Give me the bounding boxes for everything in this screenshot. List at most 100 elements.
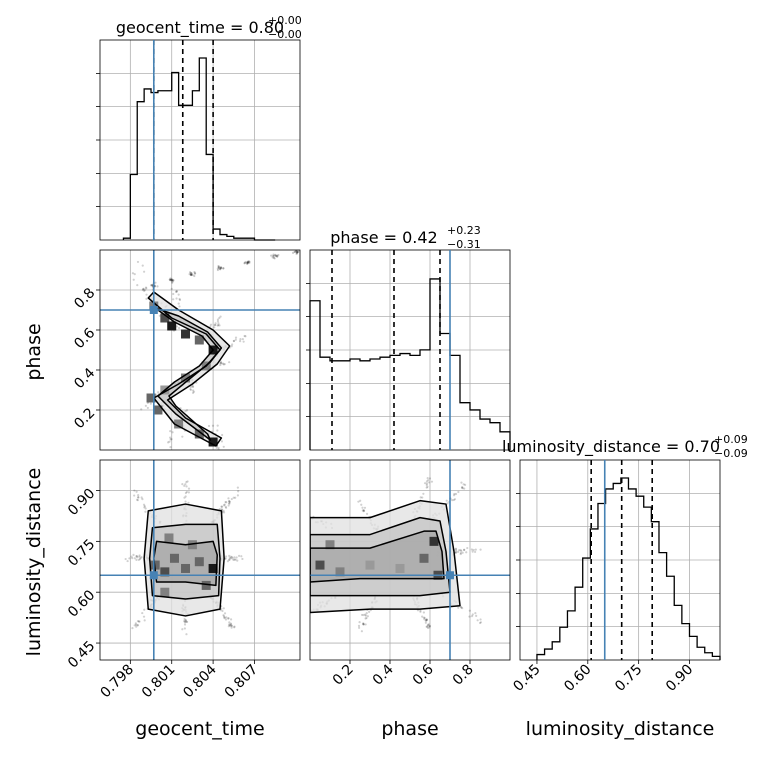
panel-geocent-time-vs-phase-density-cell	[174, 419, 184, 429]
panel-phase-vs-luminosity-distance-sample-point	[303, 614, 305, 616]
panel-geocent-time-vs-phase-sample-point	[170, 279, 173, 282]
panel-phase-vs-luminosity-distance-sample-point	[462, 483, 465, 486]
panel-phase-vs-luminosity-distance-sample-point	[451, 499, 454, 502]
panel-phase-vs-luminosity-distance-sample-point	[421, 496, 424, 499]
panel-phase-vs-luminosity-distance-sample-point	[426, 623, 430, 626]
panel-geocent-time-vs-phase-sample-point	[275, 254, 278, 257]
panel-phase-vs-luminosity-distance-sample-point	[425, 618, 428, 621]
panel-phase-vs-luminosity-distance-sample-point	[453, 492, 456, 496]
panel-geocent-time-vs-luminosity-distance-sample-point	[143, 619, 146, 622]
panel-geocent-time-vs-luminosity-distance-sample-point	[232, 558, 235, 561]
panel-geocent-time-vs-luminosity-distance-sample-point	[184, 491, 187, 495]
panel-geocent-time-vs-luminosity-distance-sample-point	[135, 555, 139, 558]
panel-geocent-time-vs-phase-sample-point	[175, 297, 178, 300]
panel-geocent-time-vs-phase-sample-point	[172, 279, 175, 282]
panel-phase-vs-luminosity-distance-sample-point	[425, 625, 428, 628]
panel-phase-vs-luminosity-distance-sample-point	[428, 481, 431, 484]
panel-geocent-time-vs-luminosity-distance-frame	[99, 459, 301, 661]
panel-geocent-time-vs-phase-sample-point	[217, 264, 220, 268]
panel-phase-vs-luminosity-distance-sample-point	[471, 550, 474, 553]
panel-geocent-time-vs-phase-sample-point	[214, 322, 217, 325]
panel-phase-vs-luminosity-distance-sample-point	[428, 624, 432, 628]
panel-geocent-time-vs-luminosity-distance-sample-point	[136, 624, 139, 627]
panel-geocent-time-vs-phase-sample-point	[232, 339, 235, 343]
panel-geocent-time-vs-luminosity-distance-sample-point	[137, 558, 140, 562]
panel-geocent-time-vs-luminosity-distance-sample-point	[229, 623, 233, 626]
panel-phase-vs-luminosity-distance-sample-point	[304, 512, 306, 514]
panel-geocent-time-vs-phase-contour-line-1	[154, 307, 223, 441]
panel-phase-vs-luminosity-distance-sample-point	[423, 618, 426, 621]
panel-geocent-time-vs-luminosity-distance-sample-point	[228, 502, 231, 505]
panel-phase-vs-luminosity-distance-density-cell	[335, 567, 345, 577]
panel-phase-vs-luminosity-distance-contour-line-1	[310, 516, 451, 597]
panel-geocent-time-vs-phase-sample-point	[244, 335, 247, 338]
panel-phase-vs-luminosity-distance-sample-point	[472, 548, 475, 552]
panel-geocent-time-vs-luminosity-distance-sample-point	[144, 510, 147, 513]
panel-phase-vs-luminosity-distance-sample-point	[453, 498, 457, 501]
hist-luminosity-distance-steps	[536, 477, 721, 660]
panel-phase-vs-luminosity-distance-sample-point	[476, 619, 479, 622]
panel-geocent-time-vs-phase-frame	[99, 249, 301, 451]
panel-geocent-time-vs-phase-sample-point	[194, 272, 197, 275]
panel-phase-vs-luminosity-distance-sample-point	[455, 549, 458, 552]
panel-phase-vs-luminosity-distance-truth-marker	[446, 571, 454, 580]
panel-geocent-time-vs-luminosity-distance-truth-marker	[149, 571, 158, 580]
panel-geocent-time-vs-phase-sample-point	[193, 270, 196, 274]
panel-phase-vs-luminosity-distance-sample-point	[470, 614, 474, 618]
panel-phase-vs-luminosity-distance-sample-point	[461, 486, 464, 489]
panel-phase-vs-luminosity-distance-sample-point	[282, 627, 284, 629]
panel-geocent-time-vs-phase-sample-point	[247, 260, 251, 263]
panel-phase-vs-luminosity-distance-sample-point	[456, 550, 460, 554]
panel-geocent-time-vs-phase-sample-point	[220, 440, 224, 443]
panel-geocent-time-vs-phase-sample-point	[170, 278, 173, 281]
panel-phase-vs-luminosity-distance-sample-point	[464, 483, 467, 486]
panel-geocent-time-vs-phase-sample-point	[231, 461, 233, 463]
panel-geocent-time-vs-phase-sample-point	[219, 266, 222, 269]
panel-phase-vs-luminosity-distance-sample-point	[421, 615, 424, 618]
panel-geocent-time-vs-phase-sample-point	[277, 253, 280, 257]
panel-geocent-time-vs-phase-sample-point	[242, 340, 245, 343]
panel-geocent-time-vs-phase-sample-point	[171, 281, 174, 284]
xtick-label-luminosity-distance: 0.45	[510, 662, 543, 695]
panel-geocent-time-vs-phase-sample-point	[145, 287, 148, 290]
panel-phase-vs-luminosity-distance-sample-point	[426, 625, 429, 628]
panel-phase-vs-luminosity-distance-sample-point	[458, 549, 461, 552]
panel-geocent-time-vs-luminosity-distance-sample-point	[133, 557, 137, 560]
panel-geocent-time-vs-phase-density-cell	[181, 329, 191, 339]
panel-geocent-time-vs-phase-sample-point	[211, 424, 215, 427]
panel-geocent-time-vs-luminosity-distance-sample-point	[132, 553, 135, 556]
panel-geocent-time-vs-phase-sample-point	[191, 385, 195, 388]
panel-geocent-time-vs-phase-sample-point	[246, 261, 249, 264]
title-luminosity-distance-plus: +0.09	[714, 433, 748, 446]
panel-geocent-time-vs-phase-sample-point	[190, 273, 193, 276]
ytick-label-luminosity-distance: 0.90	[65, 486, 98, 519]
panel-geocent-time-vs-phase-sample-point	[219, 361, 222, 365]
panel-geocent-time-vs-luminosity-distance-density-cell	[181, 563, 191, 573]
panel-geocent-time-vs-phase-sample-point	[181, 435, 184, 438]
panel-geocent-time-vs-phase-sample-point	[190, 272, 193, 275]
panel-geocent-time-vs-phase-sample-point	[222, 267, 225, 270]
panel-phase-vs-luminosity-distance-sample-point	[361, 506, 364, 509]
xtick-label-geocent-time: 0.801	[139, 662, 179, 702]
panel-phase-vs-luminosity-distance-sample-point	[289, 622, 291, 624]
panel-geocent-time-vs-phase-sample-point	[154, 281, 157, 284]
panel-phase-vs-luminosity-distance-sample-point	[282, 503, 284, 505]
panel-phase-vs-luminosity-distance-sample-point	[426, 626, 430, 630]
panel-geocent-time-vs-phase-sample-point	[295, 251, 298, 254]
panel-geocent-time-vs-phase-sample-point	[246, 261, 249, 265]
ytick-label-luminosity-distance: 0.60	[65, 587, 98, 620]
panel-geocent-time-vs-phase-sample-point	[273, 257, 276, 260]
title-phase-minus: −0.31	[447, 238, 481, 251]
panel-phase-vs-luminosity-distance-sample-point	[427, 479, 430, 482]
panel-geocent-time-vs-luminosity-distance-contour-line-1	[148, 523, 221, 600]
hist-phase-steps	[309, 278, 511, 450]
panel-geocent-time-vs-phase-sample-point	[207, 424, 211, 428]
panel-geocent-time-vs-phase-sample-point	[168, 278, 172, 281]
panel-geocent-time-vs-luminosity-distance-sample-point	[223, 616, 226, 619]
panel-geocent-time-vs-luminosity-distance-contour-line-2	[153, 540, 218, 587]
panel-phase-vs-luminosity-distance-sample-point	[452, 498, 455, 502]
panel-geocent-time-vs-phase-sample-point	[272, 256, 276, 259]
panel-geocent-time-vs-luminosity-distance-sample-point	[183, 484, 186, 487]
panel-geocent-time-vs-phase-sample-point	[146, 406, 149, 410]
panel-geocent-time-vs-luminosity-distance-sample-point	[228, 502, 231, 505]
